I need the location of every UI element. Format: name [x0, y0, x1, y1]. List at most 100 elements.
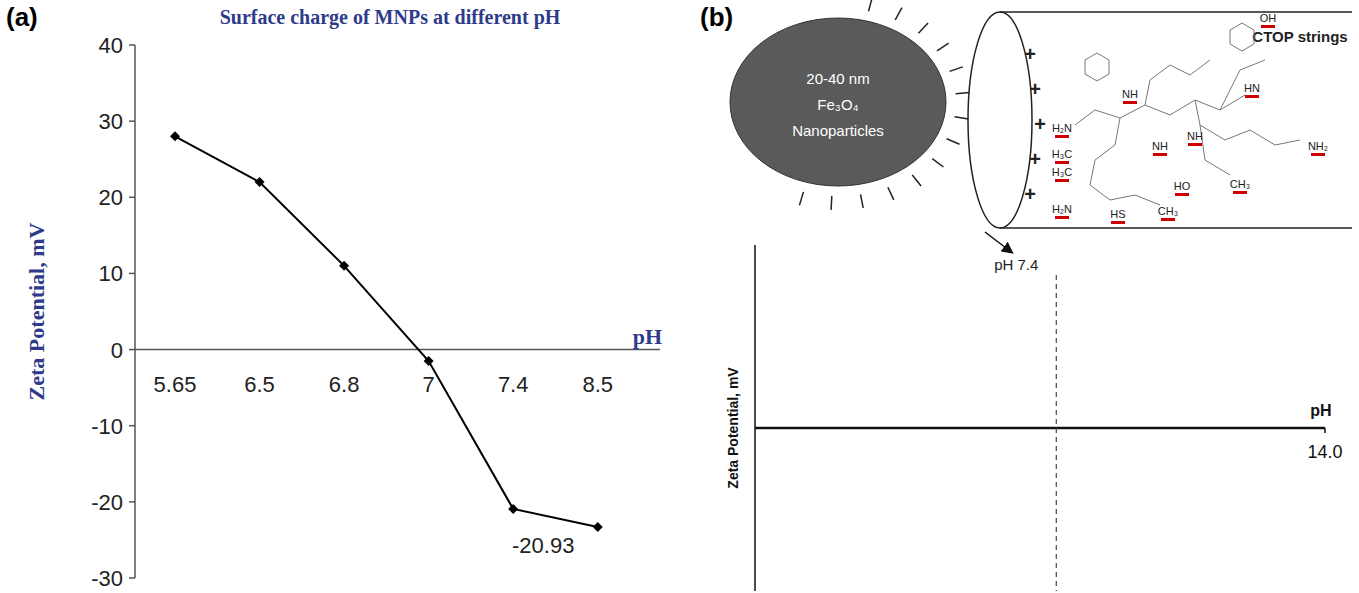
atom-label: NH — [1122, 88, 1138, 100]
y-tick — [129, 349, 135, 351]
data-point — [339, 261, 349, 271]
x-axis-line — [755, 427, 1325, 430]
y-tick-label: -10 — [91, 414, 123, 439]
particle-text: 20-40 nm — [806, 70, 869, 87]
functional-group-mark — [1153, 153, 1167, 156]
x-tick-label: 7 — [423, 372, 435, 397]
y-tick-label: 40 — [99, 33, 123, 58]
atom-label: H₂N — [1052, 122, 1072, 134]
reference-line — [1056, 275, 1057, 591]
positive-charge: + — [1024, 43, 1036, 65]
y-tick — [129, 577, 135, 579]
data-point — [593, 522, 603, 532]
figure: (a)Surface charge of MNPs at different p… — [0, 0, 1359, 593]
surface-charge-dash — [955, 117, 969, 119]
x-tick-label: 5.65 — [154, 372, 197, 397]
molecule-bond — [1090, 118, 1160, 205]
positive-charge: + — [1029, 78, 1041, 100]
functional-group-mark — [1111, 221, 1125, 224]
x-tick — [1324, 428, 1326, 433]
surface-charge-dash — [799, 192, 803, 205]
y-axis-line — [134, 45, 136, 578]
plot-area — [170, 131, 603, 532]
data-line — [175, 136, 598, 527]
y-tick-label: 30 — [99, 109, 123, 134]
functional-group-mark — [1055, 135, 1069, 138]
data-point — [255, 177, 265, 187]
x-axis-title: pH — [1310, 402, 1331, 419]
surface-charge-dash — [912, 175, 921, 186]
y-tick-label: 20 — [99, 185, 123, 210]
molecule-bond — [1220, 60, 1265, 110]
functional-group-mark — [1245, 95, 1259, 98]
surface-charge-dash — [932, 159, 943, 167]
functional-group-mark — [1311, 153, 1325, 156]
functional-group-mark — [1175, 193, 1189, 196]
data-label: -20.93 — [512, 533, 574, 558]
functional-group-mark — [1188, 143, 1202, 146]
chart-title: Surface charge of MNPs at different pH — [220, 6, 561, 29]
functional-group-mark — [1123, 101, 1137, 104]
x-tick-label: 7.4 — [498, 372, 529, 397]
functional-group-mark — [1055, 216, 1069, 219]
atom-label: NH — [1187, 130, 1203, 142]
data-point — [170, 131, 180, 141]
y-axis-title: Zeta Potential, mV — [725, 367, 741, 489]
surface-charge-dash — [947, 139, 960, 144]
positive-charge: + — [1024, 183, 1036, 205]
y-tick-label: -30 — [91, 566, 123, 591]
y-axis-title: Zeta Potential, mV — [24, 222, 49, 400]
molecule-bond — [1195, 100, 1300, 145]
surface-charge-dash — [956, 93, 970, 94]
atom-label: H₃C — [1052, 166, 1072, 178]
atom-label: CH₃ — [1158, 205, 1178, 217]
x-axis-line — [135, 349, 660, 351]
atom-label: H₃C — [1052, 148, 1072, 160]
y-tick-label: 0 — [111, 338, 123, 363]
atom-label: H₂N — [1052, 203, 1072, 215]
atom-label: CH₃ — [1230, 178, 1250, 190]
molecule-bond — [1085, 53, 1109, 81]
atom-label: NH₂ — [1308, 140, 1328, 152]
surface-charge-dash — [895, 8, 902, 20]
surface-charge-dash — [830, 196, 832, 210]
panel-label: (b) — [700, 2, 733, 32]
x-tick-label: 8.5 — [582, 372, 613, 397]
particle-text: Nanoparticles — [792, 122, 884, 139]
y-tick — [129, 197, 135, 199]
y-axis-line — [754, 245, 756, 591]
data-point — [424, 356, 434, 366]
functional-group-mark — [1055, 161, 1069, 164]
nanoparticle — [730, 18, 946, 186]
particle-text: Fe₃O₄ — [817, 96, 858, 113]
x-axis-title: pH — [633, 324, 662, 349]
y-tick — [129, 120, 135, 122]
functional-group-mark — [1055, 179, 1069, 182]
positive-charge: + — [1029, 148, 1041, 170]
functional-group-mark — [1161, 218, 1175, 221]
y-tick-label: 10 — [99, 261, 123, 286]
x-tick-label: 6.8 — [329, 372, 360, 397]
reference-label: pH 7.4 — [994, 256, 1038, 273]
data-point — [508, 504, 518, 514]
atom-label: NH — [1152, 140, 1168, 152]
positive-charge: + — [1034, 113, 1046, 135]
coating-label: CTOP strings — [1252, 28, 1347, 45]
x-tick-label: 6.5 — [244, 372, 275, 397]
y-tick — [129, 273, 135, 275]
y-tick — [129, 425, 135, 427]
molecule-bond — [1075, 95, 1245, 125]
atom-label: HN — [1244, 82, 1260, 94]
surface-charge-dash — [869, 0, 873, 11]
molecule-bond — [1145, 60, 1210, 105]
y-tick — [129, 44, 135, 46]
atom-label: OH — [1260, 12, 1277, 24]
functional-group-mark — [1261, 25, 1275, 28]
surface-charge-dash — [861, 194, 864, 208]
atom-label: HO — [1174, 180, 1191, 192]
y-tick-label: -20 — [91, 490, 123, 515]
y-tick — [129, 501, 135, 503]
surface-charge-dash — [937, 43, 949, 51]
molecule-bond — [1200, 125, 1230, 175]
surface-charge-dash — [950, 67, 963, 72]
